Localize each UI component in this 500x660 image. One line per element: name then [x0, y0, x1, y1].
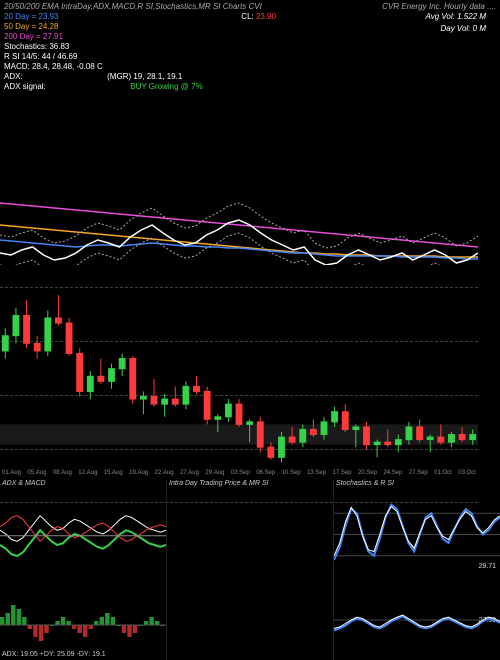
close-value: 23.90: [256, 12, 276, 21]
stoch-label: Stochastics: 36.83: [4, 42, 69, 51]
avgvol-value: 1.522 M: [457, 12, 486, 21]
adx-footer: ADX: 19.05 +DY: 25.09 -DY: 19.1: [2, 651, 106, 658]
header-right: CVR Energy Inc. Hourly data .... CL: 23.…: [382, 2, 496, 12]
price-chart: [0, 280, 478, 470]
adx-sig-value: BUY Growing @ 7%: [130, 82, 202, 91]
ema200-label: 200 Day = 27.91: [4, 32, 63, 41]
date-axis: 01.Aug05.Aug08.Aug12.Aug15.Aug19.Aug22.A…: [0, 470, 478, 480]
avgvol-label: Avg Vol:: [426, 12, 458, 21]
ma-chart: [0, 105, 478, 265]
close-label: CL:: [241, 12, 256, 21]
chart-meta: 20/50/200 EMA IntraDay,ADX,MACD,R SI,Sto…: [4, 2, 262, 11]
price-axis: 29.7127.5925.4623.3421.22: [478, 280, 498, 470]
adx-macd-panel: ADX & MACD ADX: 19.05 +DY: 25.09 -DY: 19…: [0, 480, 167, 660]
dayvol-label: Day Vol:: [440, 24, 472, 33]
rsi-label: R SI 14/5: 44 / 46.69: [4, 52, 77, 61]
macd-label: MACD: 28.4, 28.48, -0.08 C: [4, 62, 103, 71]
stoch-title: Stochastics & R SI: [336, 480, 394, 487]
adx-label: ADX:: [4, 72, 23, 81]
sub-panels: ADX & MACD ADX: 19.05 +DY: 25.09 -DY: 19…: [0, 480, 500, 660]
adx-mgr: (MGR) 19, 28.1, 19.1: [107, 72, 182, 81]
ticker-name: CVR Energy Inc. Hourly data ....: [382, 2, 496, 11]
adx-title: ADX & MACD: [2, 480, 46, 487]
intraday-panel: Intra Day Trading Price & MR SI: [167, 480, 334, 660]
stochastics-panel: Stochastics & R SI 255075: [334, 480, 500, 660]
ema50-label: 50 Day = 24.28: [4, 22, 58, 31]
dayvol-value: 0 M: [473, 24, 486, 33]
adx-sig-label: ADX signal:: [4, 82, 46, 91]
intra-title: Intra Day Trading Price & MR SI: [169, 480, 268, 487]
ema20-label: 20 Day = 23.93: [4, 12, 58, 21]
